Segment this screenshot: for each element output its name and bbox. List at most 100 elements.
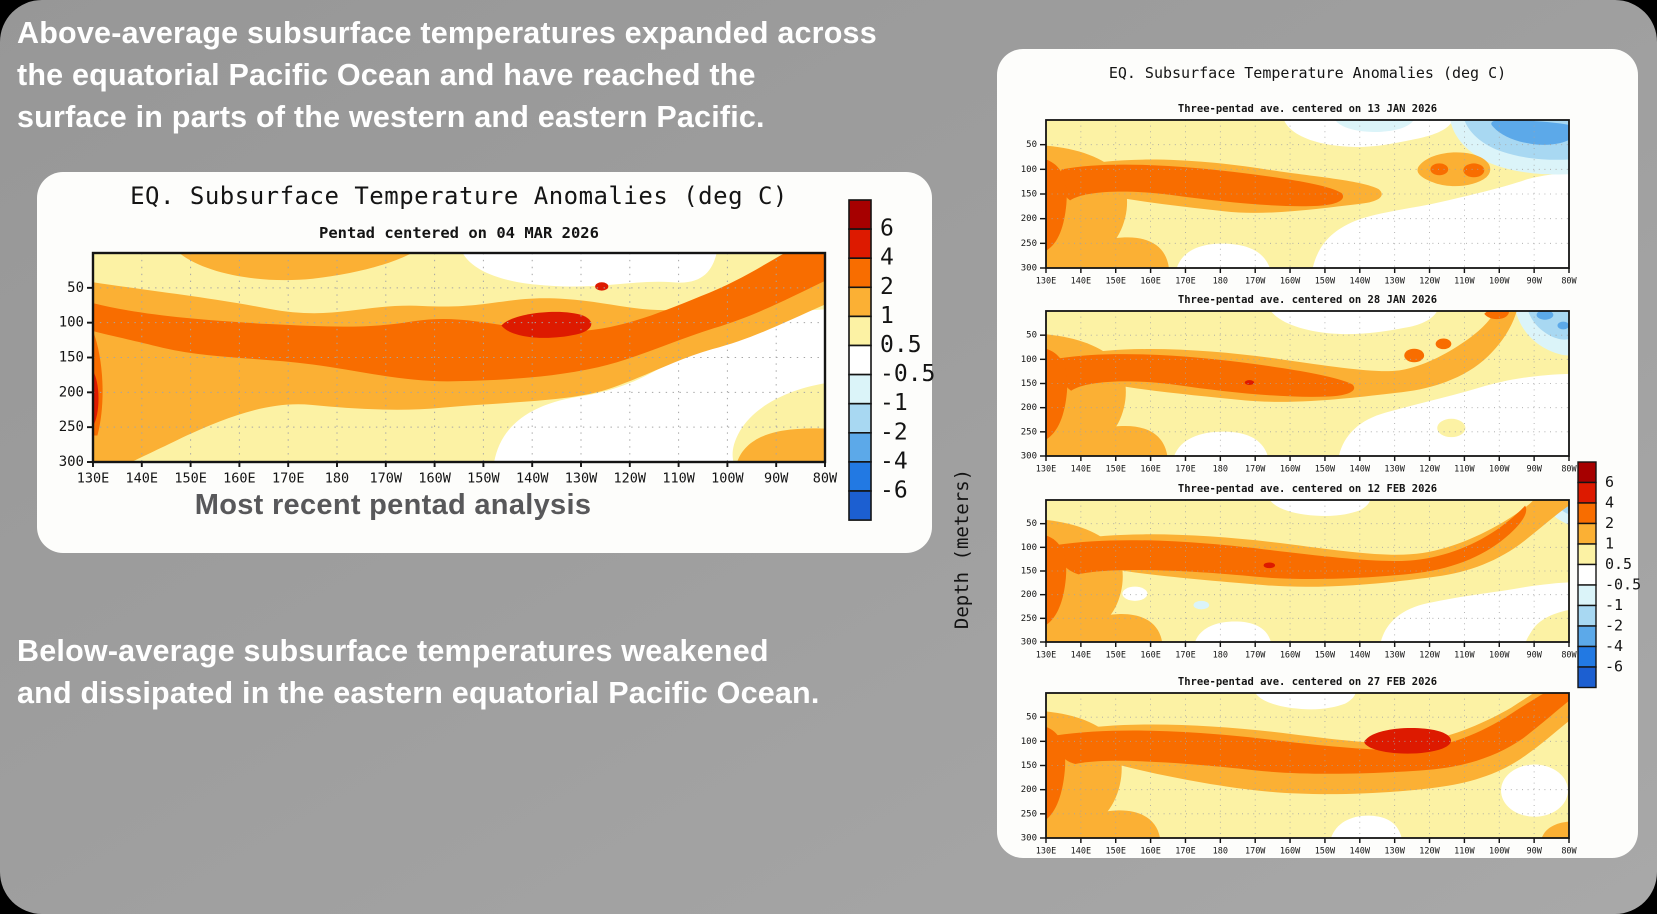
- y-tick-label: 100: [1021, 543, 1037, 553]
- left-chart-title: EQ. Subsurface Temperature Anomalies (de…: [130, 182, 788, 210]
- y-tick-label: 300: [1021, 264, 1037, 274]
- colorbar-tick-label: -2: [880, 419, 908, 445]
- colorbar-tick-label: -1: [1605, 596, 1623, 614]
- colorbar-tick-label: 2: [1605, 514, 1614, 532]
- y-tick-label: 100: [1021, 737, 1037, 747]
- x-tick-label: 80W: [813, 471, 838, 487]
- x-tick-label: 90W: [764, 471, 789, 487]
- colorbar-tick-label: -0.5: [880, 361, 935, 387]
- left-chart-caption: Most recent pentad analysis: [194, 489, 592, 521]
- colorbar-cell: [848, 432, 872, 463]
- y-tick-label: 300: [1021, 452, 1037, 462]
- colorbar-cell: [848, 199, 872, 230]
- x-tick-label: 150W: [1315, 465, 1336, 475]
- x-tick-label: 100W: [711, 471, 744, 487]
- x-tick-label: 180: [1213, 465, 1228, 475]
- x-tick-label: 90W: [1526, 651, 1542, 661]
- colorbar-cell: [848, 228, 872, 260]
- colorbar-cell: [1577, 481, 1597, 504]
- colorbar-cell: [848, 257, 872, 289]
- x-tick-label: 170W: [1245, 277, 1266, 287]
- x-tick-label: 140W: [1350, 847, 1371, 857]
- x-tick-label: 170W: [1245, 465, 1266, 475]
- bottom-annotation-line: and dissipated in the eastern equatorial…: [17, 676, 820, 710]
- right-panel-title: EQ. Subsurface Temperature Anomalies (de…: [1108, 64, 1507, 82]
- colorbar-tick-label: -1: [880, 390, 908, 416]
- colorbar-tick-label: 2: [880, 274, 894, 300]
- x-tick-label: 170E: [1175, 465, 1195, 475]
- y-tick-label: 50: [1026, 713, 1037, 723]
- x-tick-label: 160E: [1140, 651, 1160, 661]
- colorbar-cell: [1577, 625, 1597, 648]
- x-tick-label: 140W: [1350, 277, 1371, 287]
- x-tick-label: 130E: [77, 471, 110, 487]
- x-tick-label: 130E: [1036, 277, 1056, 287]
- y-axis-tick-labels: 50 100 150 200 250 300: [1021, 713, 1046, 844]
- y-tick-label: 250: [59, 419, 84, 435]
- bottom-annotation-line: Below-average subsurface temperatures we…: [17, 634, 769, 668]
- x-tick-label: 160W: [418, 471, 451, 487]
- x-tick-label: 130W: [1384, 847, 1405, 857]
- colorbar-tick-label: 1: [1605, 535, 1614, 553]
- y-tick-label: 300: [1021, 638, 1037, 648]
- right-colorbar: 6 4 2 1 0.5 -0.5 -1 -2 -4 -6: [1577, 461, 1641, 689]
- x-tick-label: 160E: [1140, 465, 1160, 475]
- y-tick-label: 100: [1021, 165, 1037, 175]
- y-tick-label: 300: [1021, 834, 1037, 844]
- colorbar-cell: [1577, 522, 1597, 545]
- x-tick-label: 160E: [1140, 847, 1160, 857]
- colorbar-cell: [848, 402, 872, 434]
- subplot-subtitle-13jan: Three-pentad ave. centered on 13 JAN 202…: [1177, 103, 1438, 115]
- colorbar-cell: [848, 286, 872, 318]
- y-tick-label: 200: [59, 384, 84, 400]
- subplot-subtitle-27feb: Three-pentad ave. centered on 27 FEB 202…: [1177, 676, 1438, 688]
- colorbar-cell: [1577, 666, 1597, 689]
- x-tick-label: 80W: [1561, 277, 1577, 287]
- x-tick-label: 130W: [565, 471, 598, 487]
- x-tick-label: 140E: [126, 471, 159, 487]
- y-tick-label: 50: [67, 280, 84, 296]
- x-axis-tick-labels: 130E 140E 150E 160E 170E 180 170W 160W 150W 140W 1…: [1036, 642, 1578, 661]
- main-colorbar: 6 4 2 1 0.5 -0.5 -1 -2 -4 -6: [848, 199, 935, 521]
- colorbar-tick-label: 0.5: [1605, 555, 1632, 573]
- x-tick-label: 110W: [662, 471, 695, 487]
- y-axis-tick-labels: 50 100 150 200 250 300: [1021, 331, 1046, 462]
- x-tick-label: 160E: [1140, 277, 1160, 287]
- y-axis-tick-labels: 50 100 150 200 250 300: [59, 280, 93, 470]
- contour-fill-layers: [1046, 693, 1569, 838]
- grid-dotted-lines: [93, 253, 825, 462]
- y-tick-label: 250: [1021, 809, 1037, 819]
- y-tick-label: 300: [59, 454, 84, 470]
- x-tick-label: 160W: [1280, 847, 1301, 857]
- x-tick-label: 170E: [1175, 651, 1195, 661]
- colorbar-cell: [1577, 584, 1597, 607]
- colorbar-tick-label: -0.5: [1605, 576, 1641, 594]
- y-tick-label: 150: [1021, 761, 1037, 771]
- depth-axis-label: Depth (meters): [951, 468, 973, 630]
- y-tick-label: 100: [59, 315, 84, 331]
- colorbar-tick-label: -2: [1605, 617, 1623, 635]
- x-tick-label: 160W: [1280, 277, 1301, 287]
- x-tick-label: 120W: [1419, 277, 1440, 287]
- x-tick-label: 120W: [614, 471, 647, 487]
- x-tick-label: 170E: [272, 471, 305, 487]
- x-axis-tick-labels: 130E 140E 150E 160E 170E 180 170W 160W 150W 140W 1…: [1036, 838, 1578, 857]
- x-tick-label: 120W: [1419, 465, 1440, 475]
- contour-fill-layers: [1046, 500, 1569, 642]
- colorbar-cell: [848, 490, 872, 521]
- x-tick-label: 140E: [1071, 651, 1091, 661]
- x-tick-label: 180: [1213, 277, 1228, 287]
- x-tick-label: 80W: [1561, 465, 1577, 475]
- y-tick-label: 250: [1021, 427, 1037, 437]
- x-tick-label: 180: [1213, 847, 1228, 857]
- x-tick-label: 180: [1213, 651, 1228, 661]
- y-axis-tick-labels: 50 100 150 200 250 300: [1021, 519, 1046, 648]
- x-tick-label: 170E: [1175, 277, 1195, 287]
- y-tick-label: 150: [59, 350, 84, 366]
- x-tick-label: 130W: [1384, 277, 1405, 287]
- x-tick-label: 90W: [1526, 465, 1542, 475]
- colorbar-cell: [1577, 563, 1597, 586]
- colorbar-tick-label: -6: [880, 478, 908, 504]
